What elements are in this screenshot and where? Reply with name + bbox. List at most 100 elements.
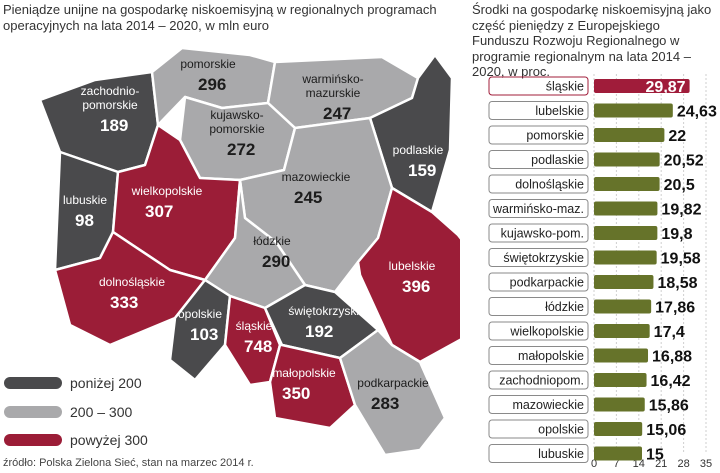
- legend-swatch-red: [4, 434, 62, 446]
- x-tick-label: 28: [677, 458, 689, 470]
- bar-row: podkarpackie 18,58: [488, 272, 698, 292]
- bar-row: lubuskie 15: [488, 444, 664, 464]
- bar: [594, 79, 690, 93]
- map-labels: zachodnio-pomorskie 189 pomorskie 296 warmiń…: [63, 57, 444, 413]
- bar: [594, 128, 665, 142]
- region-value-label: 272: [227, 140, 255, 159]
- category-label-box: [488, 346, 589, 365]
- bar-value-label: 17,86: [655, 300, 695, 317]
- category-label: łódzkie: [545, 300, 584, 314]
- category-label: podkarpackie: [510, 276, 584, 290]
- bar-value-label: 19,8: [661, 226, 692, 243]
- category-label: zachodniopom.: [499, 374, 584, 388]
- region-name-label: pomorskie: [209, 122, 265, 136]
- region-name-label: zachodnio-: [81, 84, 140, 98]
- bar: [594, 446, 642, 461]
- bar: [594, 348, 649, 363]
- region-name-label: mazowieckie: [282, 170, 351, 184]
- region-value-label: 159: [408, 161, 436, 180]
- category-label-box: [488, 101, 589, 120]
- bar: [594, 152, 660, 167]
- region-value-label: 192: [305, 322, 333, 341]
- bar: [594, 226, 658, 240]
- bar-value-label: 24,63: [677, 104, 717, 121]
- bar-chart-title: Środki na gospodarkę niskoemisyjną jako …: [472, 2, 712, 79]
- region-name-label: kujawsko-: [210, 108, 263, 122]
- map-title: Pieniądze unijne na gospodarkę niskoemis…: [3, 2, 437, 33]
- category-label-box: [488, 76, 589, 96]
- region-name-label: lubelskie: [389, 259, 436, 273]
- x-tick-label: 7: [613, 458, 619, 470]
- bar-value-label: 29,87: [646, 79, 686, 96]
- region-name-label: wielkopolskie: [131, 184, 203, 198]
- category-label-box: [488, 419, 589, 439]
- bar-row: świętokrzyskie 19,58: [488, 248, 701, 268]
- bar: [594, 250, 657, 265]
- map-regions: [38, 46, 460, 457]
- bar-value-label: 16,88: [652, 349, 692, 366]
- region-value-label: 396: [402, 277, 430, 296]
- region-name-label: podkarpackie: [357, 376, 429, 390]
- category-label: śląskie: [546, 80, 584, 94]
- region-value-label: 333: [110, 293, 138, 312]
- bar: [594, 397, 645, 412]
- category-label-box: [488, 248, 589, 267]
- legend-label: 200 – 300: [70, 404, 133, 420]
- category-label-box: [488, 150, 589, 169]
- bar-row: dolnośląskie 20,5: [488, 174, 695, 194]
- region-value-label: 350: [282, 384, 310, 403]
- region-value-label: 247: [323, 104, 351, 123]
- category-label: opolskie: [538, 423, 584, 437]
- legend-swatch-dark: [4, 377, 62, 389]
- bar-value-label: 17,4: [654, 324, 685, 341]
- bar-value-label: 19,58: [661, 251, 701, 268]
- bar: [594, 299, 652, 314]
- category-label-box: [488, 223, 589, 243]
- category-label-box: [488, 174, 589, 194]
- category-label: dolnośląskie: [515, 178, 584, 192]
- region-value-label: 98: [75, 211, 94, 230]
- region-name-label: śląskie: [236, 319, 273, 333]
- legend-item-above-300: powyżej 300: [4, 432, 148, 448]
- category-label-box: [488, 297, 589, 316]
- poland-region-map: zachodnio-pomorskie 189 pomorskie 296 warmiń…: [38, 46, 460, 457]
- bar-row: zachodniopom. 16,42: [488, 370, 691, 390]
- region-name-label: podlaskie: [393, 143, 444, 157]
- bar: [594, 422, 643, 436]
- category-label: warmińsko-maz.: [492, 202, 584, 216]
- bar: [594, 103, 673, 118]
- bar-value-label: 15,06: [646, 422, 686, 439]
- bar: [594, 275, 654, 289]
- x-tick-label: 0: [591, 458, 597, 470]
- region-value-label: 307: [145, 202, 173, 221]
- x-axis-ticks: 0 7 14 21 28 35: [591, 458, 712, 470]
- legend-label: poniżej 200: [70, 375, 142, 391]
- region-name-label: pomorskie: [82, 98, 138, 112]
- legend-label: powyżej 300: [70, 432, 148, 448]
- region-name-label: warmińsko-: [301, 72, 363, 86]
- percentage-bar-chart: 0 7 14 21 28 35 śląskie 29,87 lubelskie 24,63 pomo…: [488, 74, 717, 470]
- bar-row: warmińsko-maz. 19,82: [488, 199, 702, 219]
- legend-swatch-mid: [4, 406, 62, 418]
- bar-row: wielkopolskie 17,4: [488, 321, 685, 341]
- region-value-label: 245: [294, 188, 322, 207]
- category-label: lubuskie: [538, 447, 584, 461]
- bar-value-label: 20,52: [664, 153, 704, 170]
- bar: [594, 201, 658, 216]
- bar: [594, 373, 647, 387]
- bar: [594, 324, 650, 338]
- category-label: wielkopolskie: [509, 325, 584, 339]
- region-value-label: 290: [262, 252, 290, 271]
- region-value-label: 189: [100, 116, 128, 135]
- region-name-label: łódzkie: [253, 234, 291, 248]
- region-value-label: 103: [190, 325, 218, 344]
- category-label-box: [488, 125, 589, 145]
- x-tick-label: 14: [633, 458, 645, 470]
- x-tick-label: 35: [700, 458, 712, 470]
- bar-row: łódzkie 17,86: [488, 297, 695, 317]
- region-name-label: pomorskie: [180, 57, 236, 71]
- bar-row: kujawsko-pom. 19,8: [488, 223, 693, 243]
- source-note: źródło: Polska Zielona Sieć, stan na mar…: [3, 457, 254, 469]
- category-label-box: [488, 370, 589, 390]
- bar-row: pomorskie 22: [488, 125, 686, 145]
